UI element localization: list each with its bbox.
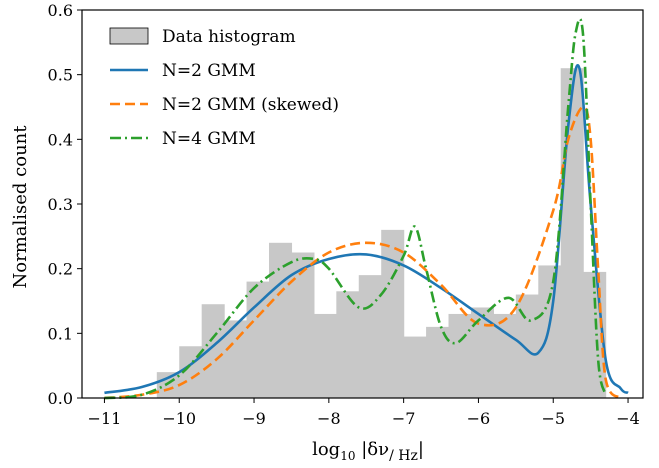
x-tick-label: −11 xyxy=(88,409,122,428)
legend-swatch-histogram xyxy=(109,27,149,45)
legend-label-gmm2: N=2 GMM xyxy=(162,61,256,81)
x-tick-label: −4 xyxy=(616,409,640,428)
x-label-subscript: 10 xyxy=(340,449,355,463)
y-tick-label: 0.3 xyxy=(48,195,73,214)
histogram-bar xyxy=(560,68,584,398)
histogram-bar xyxy=(515,294,539,398)
histogram-bar xyxy=(313,313,337,398)
y-tick-label: 0.1 xyxy=(48,324,73,343)
x-label-delta-nu: |δν xyxy=(355,439,389,460)
histogram-bar xyxy=(538,265,562,398)
x-tick-label: −9 xyxy=(242,409,266,428)
histogram-bar xyxy=(470,307,494,398)
x-label-unit: / Hz xyxy=(389,448,418,464)
y-tick-label: 0.6 xyxy=(48,1,73,20)
x-axis-ticks: −11 −10 −9 −8 −7 −6 −5 −4 xyxy=(88,398,640,428)
histogram-bar xyxy=(403,336,427,398)
histogram-bar xyxy=(358,275,382,398)
x-axis-label: log10 |δν/ Hz| xyxy=(312,439,424,464)
legend-label-gmm4: N=4 GMM xyxy=(162,129,256,149)
gmm-curves xyxy=(104,17,629,400)
x-tick-label: −10 xyxy=(162,409,196,428)
y-tick-label: 0.4 xyxy=(48,130,73,149)
histogram-bar xyxy=(426,326,450,398)
x-label-log: log xyxy=(312,439,340,460)
y-tick-label: 0.5 xyxy=(48,66,73,85)
histogram-bar xyxy=(448,313,472,398)
y-tick-label: 0.2 xyxy=(48,260,73,279)
histogram-bars xyxy=(156,68,607,398)
legend-label-histogram: Data histogram xyxy=(162,27,296,47)
histogram-bar xyxy=(201,304,225,398)
y-axis-label: Normalised count xyxy=(10,125,31,289)
histogram-bar xyxy=(246,281,270,398)
histogram-bar xyxy=(291,252,315,398)
x-tick-label: −6 xyxy=(467,409,491,428)
histogram-bar xyxy=(224,320,248,398)
histogram-bar xyxy=(269,242,293,398)
legend-label-gmm2-skewed: N=2 GMM (skewed) xyxy=(162,95,339,115)
histogram-bar xyxy=(336,291,360,398)
x-label-close: | xyxy=(418,439,424,460)
x-tick-label: −5 xyxy=(541,409,565,428)
series-line-1 xyxy=(104,105,622,400)
y-axis-ticks: 0.0 0.1 0.2 0.3 0.4 0.5 0.6 xyxy=(48,1,82,408)
x-tick-label: −7 xyxy=(392,409,416,428)
histogram-bar xyxy=(156,372,180,398)
y-tick-label: 0.0 xyxy=(48,389,73,408)
histogram-bar xyxy=(381,229,405,398)
legend: Data histogram N=2 GMM N=2 GMM (skewed) … xyxy=(109,27,339,149)
x-tick-label: −8 xyxy=(317,409,341,428)
